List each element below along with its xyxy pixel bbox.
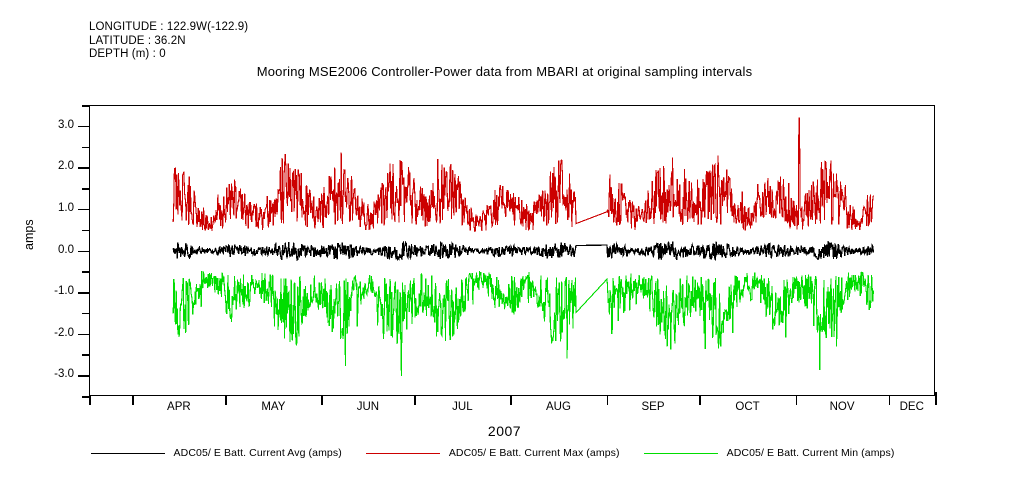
legend-line-icon <box>643 452 718 454</box>
x-axis-title: 2007 <box>487 423 522 439</box>
y-tick-major <box>78 292 90 294</box>
y-tick-minor <box>82 354 90 356</box>
y-tick-major <box>78 125 90 128</box>
trace-current-max <box>172 116 874 232</box>
y-tick-major <box>78 167 90 169</box>
x-tick-label: OCT <box>735 401 760 413</box>
depth-text: DEPTH (m) : 0 <box>89 48 166 60</box>
x-tick-edge <box>89 392 91 405</box>
station-metadata: LONGITUDE : 122.9W(-122.9) LATITUDE : 36… <box>89 21 248 62</box>
legend-line-icon <box>365 452 440 454</box>
x-tick <box>606 396 609 405</box>
data-traces <box>172 116 874 376</box>
legend-item: ADC05/ E Batt. Current Avg (amps) <box>90 447 366 459</box>
x-tick-label: NOV <box>829 401 855 413</box>
x-tick <box>414 396 416 405</box>
x-tick-label: JUL <box>452 401 473 413</box>
x-tick <box>795 396 798 405</box>
y-tick-major <box>78 333 90 336</box>
y-tick-label: 2.0 <box>58 160 74 173</box>
y-tick-major <box>78 208 90 211</box>
y-tick-label: -1.0 <box>54 285 74 298</box>
x-tick-label: DEC <box>899 401 924 413</box>
x-tick-label: APR <box>167 401 191 413</box>
y-tick-minor <box>82 146 90 149</box>
y-tick-label: 1.0 <box>58 201 74 214</box>
y-tick-minor <box>82 312 90 315</box>
legend-label: ADC05/ E Batt. Current Max (amps) <box>448 447 620 459</box>
x-tick-edge <box>935 392 937 405</box>
y-tick-label: 0.0 <box>58 243 74 256</box>
y-tick-label: 3.0 <box>58 118 74 131</box>
y-tick-major <box>78 375 90 377</box>
legend-label: ADC05/ E Batt. Current Avg (amps) <box>173 447 342 459</box>
x-tick-label: JUN <box>356 401 380 413</box>
chart-legend: ADC05/ E Batt. Current Avg (amps) ADC05/ … <box>0 447 1009 459</box>
y-tick-minor <box>82 188 90 190</box>
x-tick <box>699 396 701 405</box>
x-tick-label: SEP <box>641 401 665 413</box>
y-tick-label: -3.0 <box>54 368 74 381</box>
y-tick-minor <box>82 271 90 273</box>
x-tick-label: MAY <box>261 401 286 413</box>
chart-title: Mooring MSE2006 Controller-Power data fr… <box>256 64 753 79</box>
x-tick <box>510 396 512 405</box>
x-tick <box>132 396 134 405</box>
latitude-text: LATITUDE : 36.2N <box>89 34 186 47</box>
legend-label: ADC05/ E Batt. Current Min (amps) <box>726 447 895 459</box>
x-tick-label: AUG <box>546 401 571 413</box>
legend-item: ADC05/ E Batt. Current Min (amps) <box>643 447 919 459</box>
plot-area <box>91 107 934 395</box>
y-tick-minor <box>82 105 90 107</box>
trace-current-avg <box>172 239 874 261</box>
legend-item: ADC05/ E Batt. Current Max (amps) <box>365 447 644 459</box>
x-tick <box>888 396 891 405</box>
longitude-text: LONGITUDE : 122.9W(-122.9) <box>89 21 249 33</box>
y-tick-minor <box>82 229 90 232</box>
y-tick-major <box>78 250 90 252</box>
trace-current-min <box>172 270 874 376</box>
y-tick-label: -2.0 <box>54 326 74 339</box>
x-tick <box>321 396 323 405</box>
x-tick <box>225 396 227 405</box>
legend-line-icon <box>90 452 165 454</box>
y-tick-minor <box>82 396 90 398</box>
